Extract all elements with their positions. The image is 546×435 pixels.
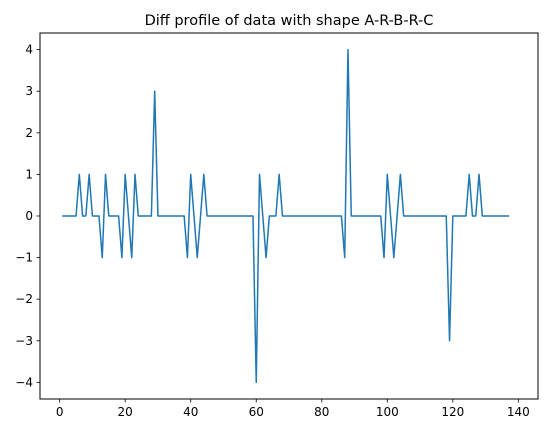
y-axis: −4 −3 −2 −1 0 1 2 3 4 <box>15 43 40 389</box>
plot-frame <box>39 32 539 400</box>
chart-title: Diff profile of data with shape A-R-B-R-… <box>145 13 434 29</box>
y-tick-label: −4 <box>15 375 33 389</box>
x-tick-label: 140 <box>507 405 530 419</box>
y-tick-label: 3 <box>25 84 33 98</box>
x-tick-label: 60 <box>249 405 264 419</box>
x-axis: 0 20 40 60 80 100 120 140 <box>56 399 530 419</box>
x-tick-label: 120 <box>441 405 464 419</box>
x-tick-label: 40 <box>183 405 198 419</box>
y-tick-label: −3 <box>15 334 33 348</box>
x-tick-label: 80 <box>314 405 329 419</box>
y-tick-label: 2 <box>25 126 33 140</box>
y-tick-label: −2 <box>15 292 33 306</box>
y-tick-label: 4 <box>25 43 33 57</box>
plot-area <box>62 48 510 384</box>
x-tick-label: 100 <box>376 405 399 419</box>
x-tick-label: 0 <box>56 405 64 419</box>
x-tick-label: 20 <box>118 405 133 419</box>
y-tick-label: −1 <box>15 251 33 265</box>
y-tick-label: 1 <box>25 167 33 181</box>
series-line-0 <box>62 48 510 384</box>
y-tick-label: 0 <box>25 209 33 223</box>
